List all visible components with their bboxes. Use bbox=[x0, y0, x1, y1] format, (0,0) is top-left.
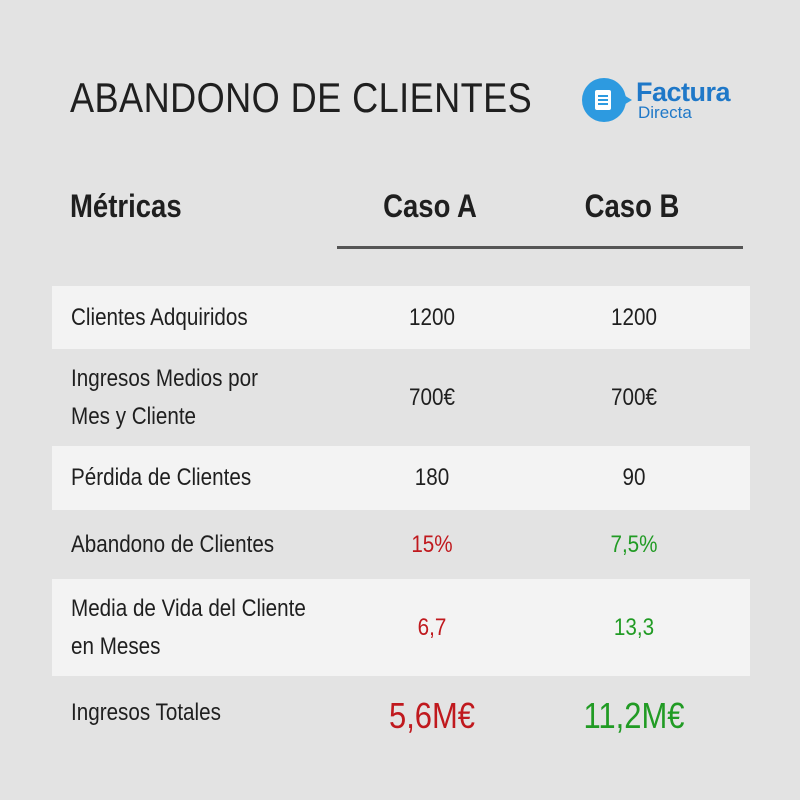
logo-word-directa: Directa bbox=[638, 103, 692, 122]
document-chat-bubble-icon bbox=[582, 78, 632, 122]
caso-a-value: 1200 bbox=[409, 303, 455, 331]
caso-b-value: 7,5% bbox=[610, 530, 658, 558]
table-row: Pérdida de Clientes 180 90 bbox=[52, 446, 750, 510]
factura-directa-logo: Factura Directa bbox=[582, 74, 752, 130]
row-label: Ingresos Totales bbox=[71, 699, 221, 726]
column-header-metricas: Métricas bbox=[70, 188, 182, 224]
caso-a-value: 700€ bbox=[409, 383, 455, 411]
row-label: Pérdida de Clientes bbox=[71, 464, 252, 491]
caso-b-value: 700€ bbox=[611, 383, 657, 411]
page-title: ABANDONO DE CLIENTES bbox=[70, 74, 533, 121]
caso-a-value: 6,7 bbox=[417, 613, 447, 641]
metrics-table: Clientes Adquiridos 1200 1200 Ingresos M… bbox=[52, 286, 750, 756]
table-row: Ingresos Medios por Mes y Cliente 700€ 7… bbox=[52, 349, 750, 446]
caso-b-value: 11,2M€ bbox=[583, 695, 685, 736]
caso-a-value: 5,6M€ bbox=[388, 695, 476, 736]
caso-b-value: 13,3 bbox=[613, 613, 655, 641]
column-header-caso-a: Caso A bbox=[383, 188, 477, 224]
header-divider bbox=[337, 246, 743, 249]
row-label: Ingresos Medios por Mes y Cliente bbox=[71, 364, 259, 430]
caso-b-value: 90 bbox=[622, 464, 646, 491]
table-row: Clientes Adquiridos 1200 1200 bbox=[52, 286, 750, 349]
caso-a-value: 180 bbox=[414, 464, 450, 491]
row-label: Abandono de Clientes bbox=[71, 530, 275, 558]
row-label: Clientes Adquiridos bbox=[71, 303, 248, 331]
table-row: Ingresos Totales 5,6M€ 11,2M€ bbox=[52, 676, 750, 756]
column-header-caso-b: Caso B bbox=[584, 188, 680, 224]
row-label: Media de Vida del Cliente en Meses bbox=[71, 594, 306, 660]
caso-b-value: 1200 bbox=[611, 303, 657, 331]
table-row: Abandono de Clientes 15% 7,5% bbox=[52, 510, 750, 579]
caso-a-value: 15% bbox=[411, 530, 453, 558]
table-row: Media de Vida del Cliente en Meses 6,7 1… bbox=[52, 579, 750, 676]
logo-word-factura: Factura bbox=[636, 77, 731, 107]
